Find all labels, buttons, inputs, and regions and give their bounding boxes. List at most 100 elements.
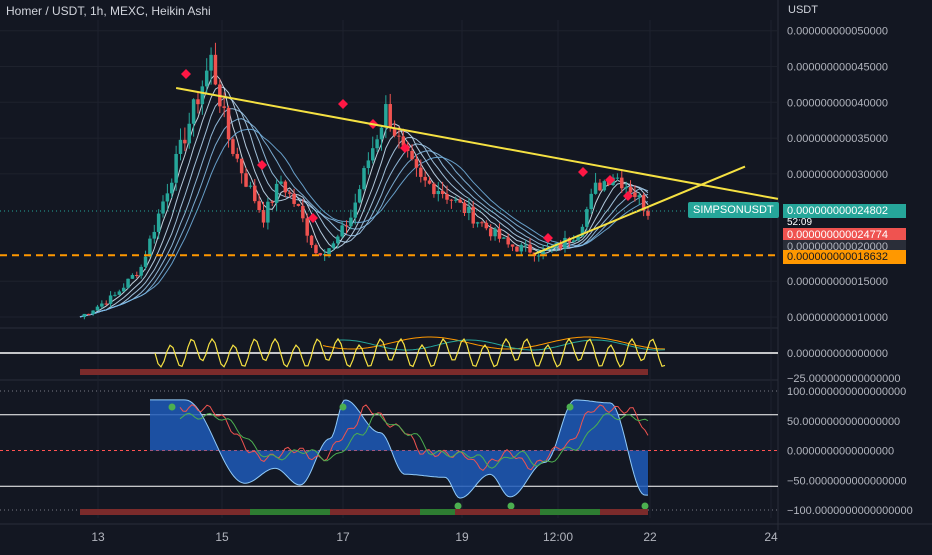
candle-body xyxy=(571,240,576,243)
price-tick-label: 0.000000000040000 xyxy=(787,97,888,109)
price-tick-label: 0.000000000050000 xyxy=(787,26,888,38)
osc2-status-bar xyxy=(80,509,648,515)
candle-body xyxy=(620,177,624,189)
osc2-signal-dot xyxy=(641,502,649,510)
signal-marker xyxy=(578,167,588,177)
symbol-tag: SIMPSONUSDT xyxy=(688,202,779,218)
candle-body xyxy=(309,235,314,246)
candle-body xyxy=(523,244,528,246)
candle-body xyxy=(379,127,384,140)
osc2-status-green xyxy=(540,509,600,515)
candle-body xyxy=(480,222,484,224)
candle-body xyxy=(580,226,585,237)
price-tick-label: 0.000000000035000 xyxy=(787,133,888,145)
candle-body xyxy=(336,236,340,244)
candle-body xyxy=(135,275,139,277)
current-price-tag: 0.000000000024802 xyxy=(783,204,906,218)
candle-body xyxy=(161,201,165,214)
candle-body xyxy=(419,167,423,177)
candle-body xyxy=(633,192,637,198)
candle-body xyxy=(86,313,91,315)
candle-body xyxy=(301,205,305,219)
time-tick-label: 19 xyxy=(455,530,469,544)
candle-body xyxy=(191,99,196,124)
candle-body xyxy=(467,206,471,213)
candle-body xyxy=(108,295,113,304)
candle-body xyxy=(279,181,283,184)
osc2-signal-dot xyxy=(454,502,462,510)
price-tick-label: 0.000000000010000 xyxy=(787,312,888,324)
candle-body xyxy=(248,185,253,187)
candle-body xyxy=(209,54,213,71)
time-tick-label: 22 xyxy=(643,530,657,544)
candle-body xyxy=(305,218,309,236)
candle-body xyxy=(624,186,628,189)
osc2-tick-label: −50.0000000000000000 xyxy=(787,475,907,487)
signal-marker xyxy=(543,233,553,243)
signal-marker xyxy=(400,143,410,153)
candle-body xyxy=(314,245,318,254)
candle-body xyxy=(95,306,100,311)
candle-body xyxy=(113,294,117,296)
red-price-tag: 0.000000000024774 xyxy=(783,228,906,242)
candle-body xyxy=(436,190,441,195)
candle-body xyxy=(121,287,126,292)
candle-body xyxy=(296,203,301,206)
candle-body xyxy=(515,246,519,252)
candle-body xyxy=(340,225,344,237)
osc2-wave-area xyxy=(150,399,648,499)
candle-body xyxy=(528,244,532,253)
candle-body xyxy=(327,248,331,255)
candle-body xyxy=(362,168,366,190)
candle-body xyxy=(353,202,358,218)
candle-body xyxy=(541,250,545,256)
candle-body xyxy=(170,182,174,194)
signal-marker xyxy=(181,69,191,79)
candle-body xyxy=(410,150,414,160)
candle-body xyxy=(357,189,362,203)
candle-body xyxy=(506,237,510,245)
candle-body xyxy=(593,182,598,194)
osc2-red-line xyxy=(179,404,649,472)
signal-marker xyxy=(257,160,267,170)
candle-body xyxy=(266,201,270,223)
candle-body xyxy=(187,123,191,144)
candle-body xyxy=(589,193,593,210)
candle-body xyxy=(445,193,449,200)
ma-ribbon-line xyxy=(79,97,649,318)
countdown-label: 52:09 xyxy=(787,217,813,228)
time-tick-label: 12:00 xyxy=(543,530,573,544)
candle-body xyxy=(458,199,462,203)
time-tick-label: 24 xyxy=(764,530,778,544)
candle-body xyxy=(130,275,135,279)
candle-body xyxy=(126,278,130,288)
time-tick-label: 17 xyxy=(336,530,350,544)
candle-body xyxy=(91,310,95,314)
price-tick-label: 0.000000000045000 xyxy=(787,62,888,74)
candle-body xyxy=(497,228,502,239)
signal-marker xyxy=(605,175,615,185)
candle-body xyxy=(117,291,122,295)
candle-body xyxy=(397,135,401,137)
candle-body xyxy=(139,266,143,276)
candle-body xyxy=(637,195,642,198)
candle-body xyxy=(152,231,157,239)
candle-body xyxy=(104,303,108,305)
candle-body xyxy=(143,256,148,267)
candle-body xyxy=(432,183,436,195)
candle-body xyxy=(550,247,554,249)
candle-body xyxy=(235,153,240,159)
candle-body xyxy=(82,313,87,318)
candle-body xyxy=(178,139,183,154)
candle-body xyxy=(401,136,406,146)
candle-body xyxy=(454,199,458,201)
candle-body xyxy=(370,148,375,161)
candle-body xyxy=(563,237,567,249)
candle-body xyxy=(244,173,248,187)
osc2-signal-dot xyxy=(168,403,176,411)
candle-body xyxy=(196,99,200,105)
candle-body xyxy=(165,193,170,202)
candle-body xyxy=(318,253,323,256)
